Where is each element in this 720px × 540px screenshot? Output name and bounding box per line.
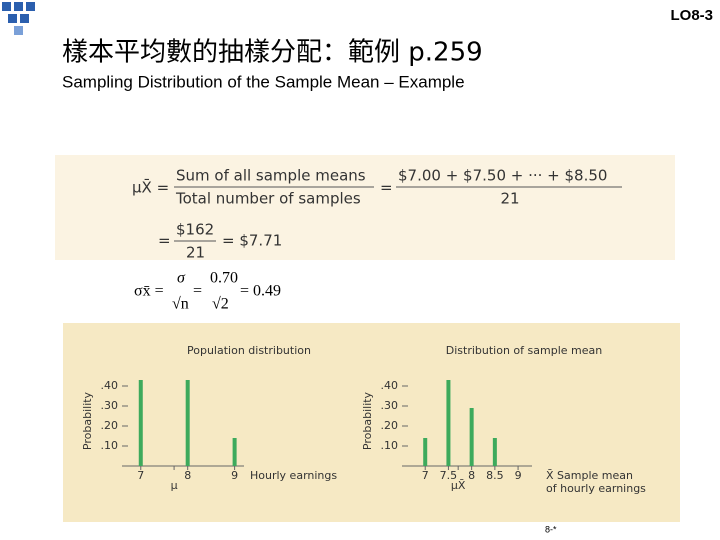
bar [423, 438, 428, 466]
formula-text: = [380, 179, 393, 197]
y-tick-label: .30 [101, 399, 119, 412]
x-tick-label: 7.5 [440, 469, 458, 482]
formula-text: 21 [500, 190, 519, 208]
bar [232, 438, 237, 466]
formula-box [55, 155, 675, 260]
formula-text: Sum of all sample means [176, 167, 366, 185]
x-tick-label: 7 [137, 469, 144, 482]
logo [2, 2, 35, 35]
y-tick-label: .30 [381, 399, 399, 412]
x-tick-label: μX̄ [451, 479, 466, 492]
bar [138, 380, 143, 466]
chart-panel [63, 323, 680, 522]
sigma-text: 0.70 [210, 270, 238, 287]
sigma-text: σ [177, 270, 186, 287]
y-tick-label: .20 [101, 419, 119, 432]
subtitle: Sampling Distribution of the Sample Mean… [62, 72, 465, 91]
sigma-text: σx̄ = [134, 283, 164, 300]
x-tick-label: 7 [422, 469, 429, 482]
x-axis-label: Hourly earnings [250, 469, 337, 482]
footer: 8-* [545, 524, 557, 534]
sigma-text: = 0.49 [240, 283, 281, 300]
chart-title: Population distribution [187, 344, 311, 357]
y-axis-label: Probability [361, 391, 374, 450]
formula-text: = $7.71 [222, 232, 282, 250]
y-tick-label: .10 [381, 439, 399, 452]
y-tick-label: .40 [381, 379, 399, 392]
formula-text: $7.00 + $7.50 + ··· + $8.50 [398, 167, 607, 185]
bar [492, 438, 497, 466]
formula-text: $162 [176, 221, 214, 239]
formula-text: Total number of samples [175, 190, 361, 208]
x-tick-label: 9 [515, 469, 522, 482]
y-tick-label: .10 [101, 439, 119, 452]
formula-text: μX̄ = [132, 178, 169, 197]
sigma-text: = [193, 283, 202, 300]
x-tick-label: 8.5 [486, 469, 504, 482]
x-tick-label: 9 [231, 469, 238, 482]
formula-text: = [158, 232, 171, 250]
slide-label: LO8-3 [670, 7, 713, 24]
sigma-text: √n [172, 296, 189, 313]
bar [446, 380, 451, 466]
y-axis-label: Probability [81, 391, 94, 450]
formula-text: 21 [186, 244, 205, 262]
y-tick-label: .40 [101, 379, 119, 392]
x-tick-label: 8 [468, 469, 475, 482]
x-axis-label: of hourly earnings [546, 482, 646, 495]
x-tick-label: μ [171, 479, 178, 492]
sigma-text: √2 [212, 296, 229, 313]
bar [469, 408, 474, 466]
chart-title: Distribution of sample mean [446, 344, 602, 357]
y-tick-label: .20 [381, 419, 399, 432]
title: 樣本平均數的抽樣分配：範例 p.259 [62, 38, 483, 68]
x-axis-label: X̄ Sample mean [546, 469, 633, 482]
bar [185, 380, 190, 466]
x-tick-label: 8 [184, 469, 191, 482]
